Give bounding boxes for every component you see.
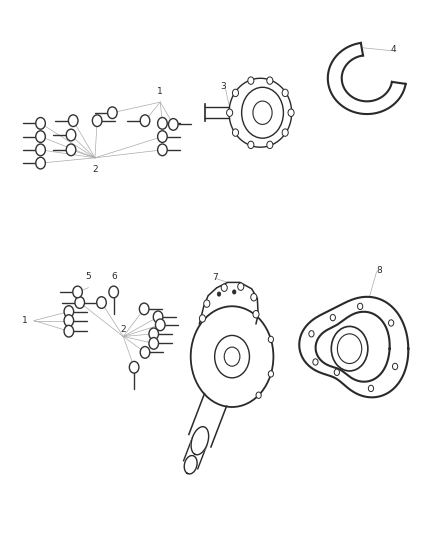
Circle shape — [68, 115, 78, 126]
Circle shape — [191, 306, 273, 407]
Circle shape — [64, 315, 74, 326]
Circle shape — [64, 306, 74, 317]
Circle shape — [36, 117, 46, 129]
Circle shape — [149, 328, 159, 340]
Circle shape — [392, 364, 398, 369]
Circle shape — [233, 290, 236, 294]
Circle shape — [92, 115, 102, 126]
Circle shape — [221, 284, 227, 292]
Circle shape — [253, 311, 259, 318]
Circle shape — [204, 300, 210, 308]
Circle shape — [155, 319, 165, 330]
Circle shape — [129, 361, 139, 373]
Text: 2: 2 — [92, 165, 98, 174]
Circle shape — [215, 335, 250, 378]
Circle shape — [217, 292, 221, 296]
Polygon shape — [299, 297, 408, 398]
Circle shape — [267, 77, 273, 84]
Circle shape — [309, 330, 314, 337]
Circle shape — [282, 129, 288, 136]
Circle shape — [169, 118, 178, 130]
Polygon shape — [328, 43, 406, 114]
Circle shape — [268, 370, 273, 377]
Circle shape — [268, 336, 273, 343]
Circle shape — [368, 385, 374, 392]
Circle shape — [337, 334, 362, 364]
Circle shape — [73, 286, 82, 298]
Circle shape — [140, 346, 150, 358]
Circle shape — [313, 359, 318, 365]
Circle shape — [389, 320, 394, 326]
Text: 6: 6 — [112, 272, 117, 281]
Circle shape — [288, 109, 294, 116]
Circle shape — [330, 314, 336, 321]
Polygon shape — [184, 456, 197, 474]
Circle shape — [233, 129, 239, 136]
Circle shape — [108, 107, 117, 118]
Text: 3: 3 — [220, 82, 226, 91]
Circle shape — [36, 157, 46, 169]
Circle shape — [242, 87, 283, 138]
Circle shape — [248, 77, 254, 84]
Text: 7: 7 — [212, 272, 218, 281]
Text: 5: 5 — [85, 272, 91, 281]
Circle shape — [282, 89, 288, 96]
Circle shape — [36, 131, 46, 142]
Circle shape — [199, 315, 205, 322]
Circle shape — [357, 303, 363, 310]
Circle shape — [251, 294, 257, 301]
Polygon shape — [191, 427, 208, 455]
Circle shape — [109, 286, 118, 298]
Circle shape — [224, 347, 240, 366]
Circle shape — [64, 325, 74, 337]
Circle shape — [248, 141, 254, 149]
Circle shape — [267, 141, 273, 149]
Circle shape — [158, 144, 167, 156]
Circle shape — [331, 326, 368, 371]
Circle shape — [158, 117, 167, 129]
Circle shape — [149, 337, 159, 349]
Circle shape — [36, 144, 46, 156]
Circle shape — [253, 101, 272, 124]
Circle shape — [140, 115, 150, 126]
Circle shape — [139, 303, 149, 315]
Circle shape — [75, 297, 85, 309]
Text: 2: 2 — [120, 325, 126, 334]
Circle shape — [97, 297, 106, 309]
Circle shape — [256, 392, 261, 398]
Polygon shape — [199, 282, 258, 324]
Circle shape — [153, 311, 163, 322]
Polygon shape — [229, 78, 292, 147]
Circle shape — [238, 283, 244, 290]
Text: 4: 4 — [390, 45, 396, 54]
Circle shape — [233, 89, 239, 96]
Text: 1: 1 — [157, 87, 163, 96]
Circle shape — [158, 131, 167, 142]
Text: 1: 1 — [22, 316, 28, 325]
Text: 8: 8 — [376, 266, 382, 274]
Circle shape — [66, 144, 76, 156]
Circle shape — [334, 369, 339, 375]
Circle shape — [66, 129, 76, 141]
Circle shape — [226, 109, 233, 116]
